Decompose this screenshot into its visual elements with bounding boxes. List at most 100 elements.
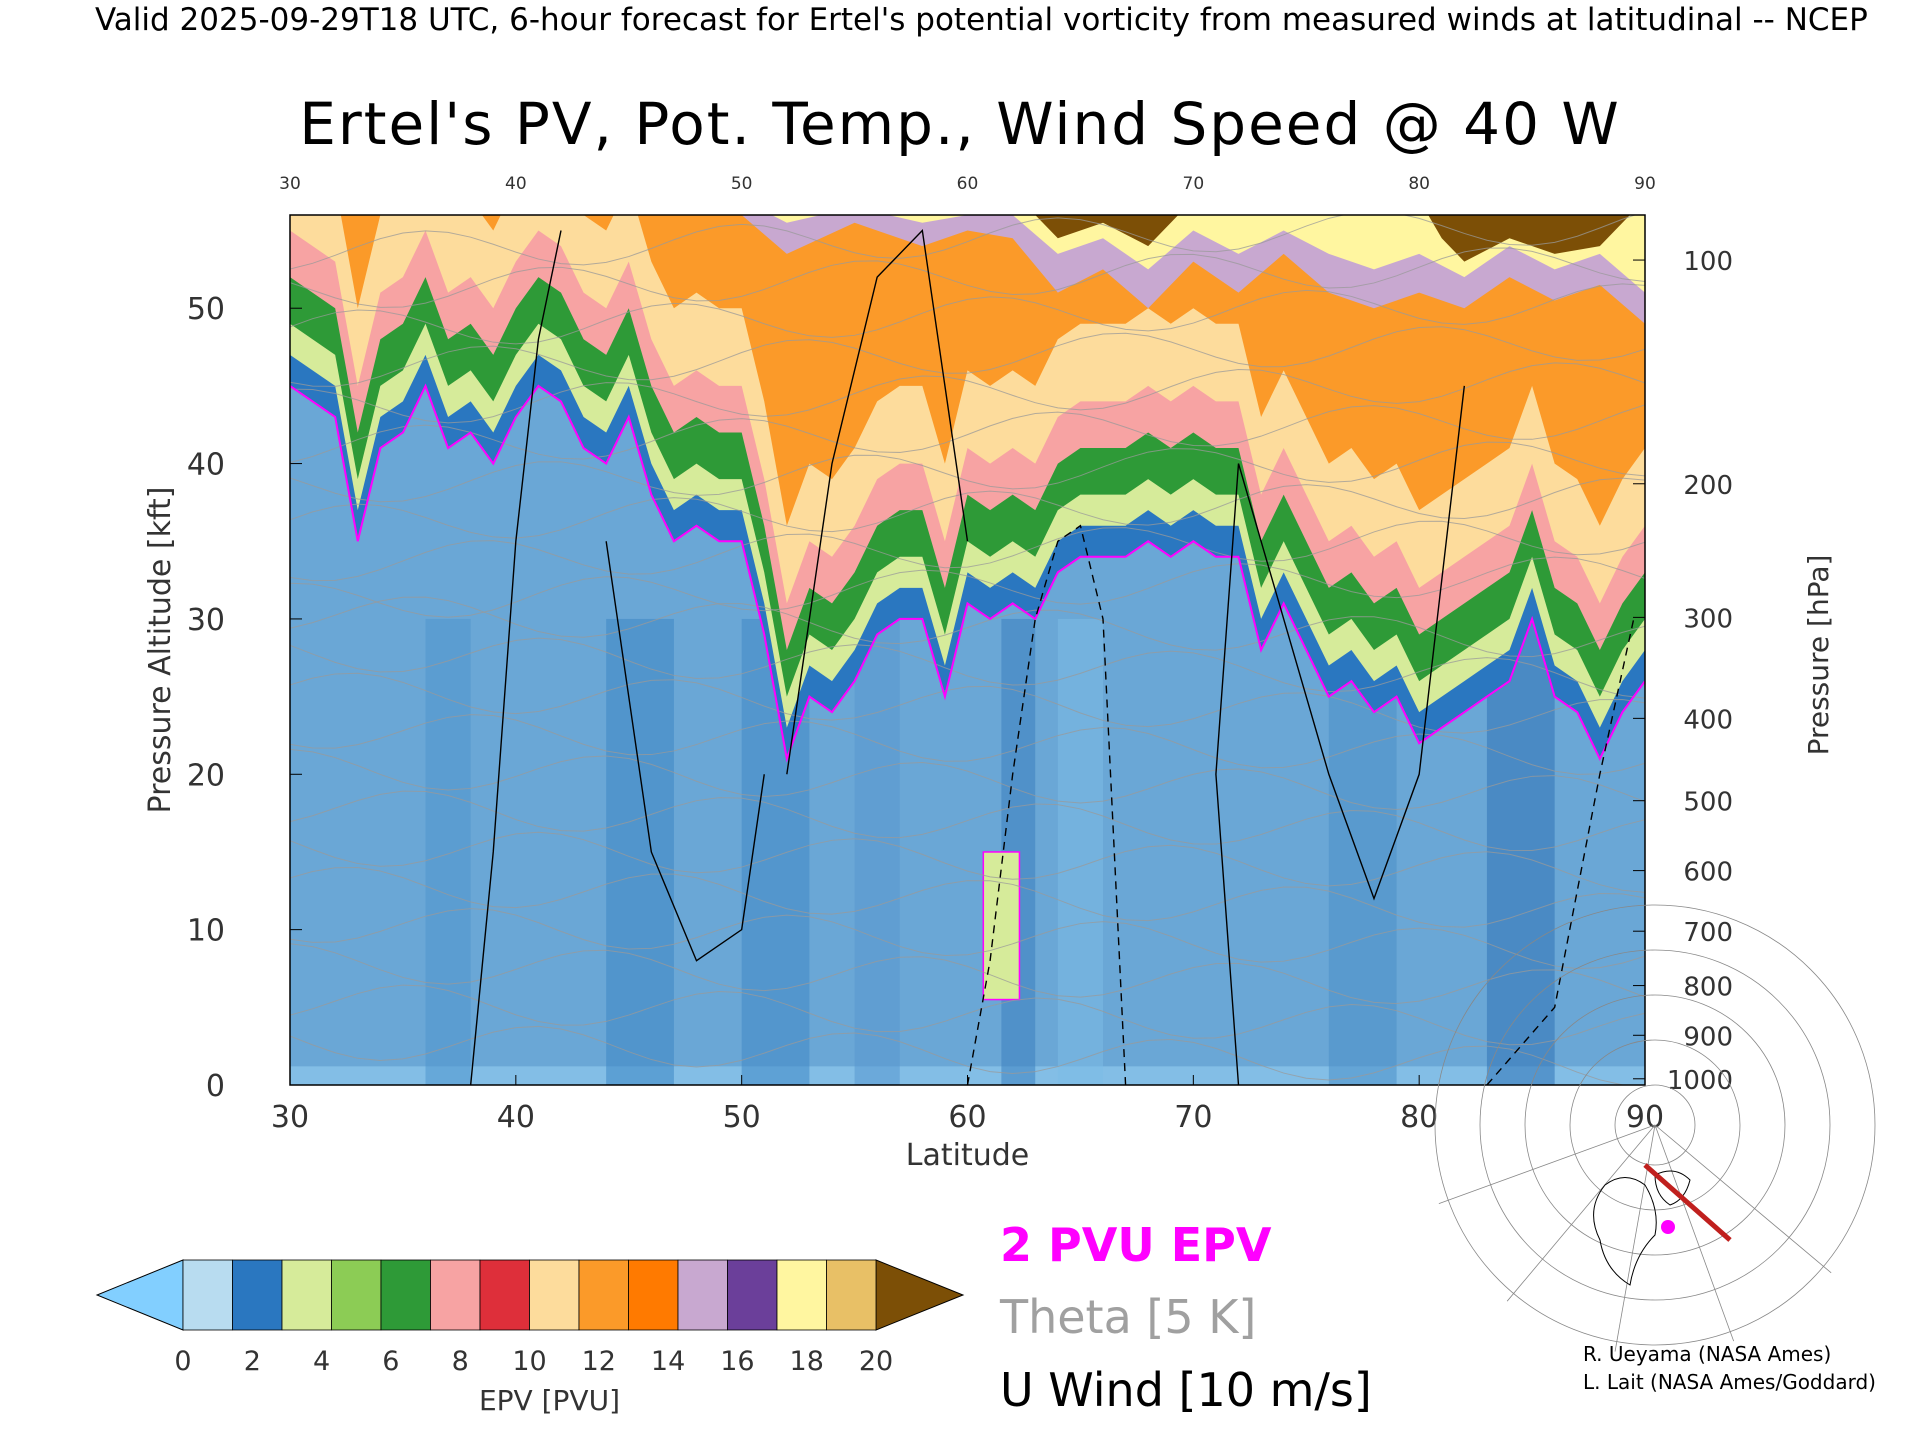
colorbar-tick-label: 8 <box>452 1346 469 1377</box>
colorbar: 0 2 4 6 8 10 12 14 16 18 20 EPV [PVU] <box>95 1259 965 1417</box>
theta-contour <box>290 831 1645 893</box>
colorbar-segment <box>430 1259 481 1331</box>
pv-top-band-18.5 <box>771 215 1645 293</box>
theta-contour <box>290 441 1645 503</box>
inset-latitude-circle <box>1479 949 1831 1301</box>
colorbar-tick-label: 20 <box>859 1346 893 1377</box>
colorbar-tick-label: 12 <box>582 1346 616 1377</box>
theta-contour <box>290 1025 1632 1085</box>
pressure-tick-label: 900 <box>1683 1022 1733 1052</box>
pressure-tick-label: 800 <box>1683 973 1733 1003</box>
x-tick-label: 60 <box>948 1100 986 1135</box>
x-top-tick-label: 30 <box>279 174 301 194</box>
theta-contour <box>290 748 1645 811</box>
colorbar-tick-label: 4 <box>313 1346 330 1377</box>
pressure-tick-label: 1000 <box>1667 1066 1733 1096</box>
secondary-pv-feature <box>982 851 1021 1001</box>
x-tick-label: 70 <box>1174 1100 1212 1135</box>
y-tick-label: 10 <box>187 914 225 949</box>
inset-map <box>1434 904 1876 1352</box>
legend-pv2-label: 2 PVU EPV <box>1000 1218 1272 1272</box>
theta-contour <box>290 984 1645 1046</box>
inset-latitude-circle <box>1614 1084 1696 1166</box>
x-tick-label: 40 <box>497 1100 535 1135</box>
inset-location-marker <box>1661 1220 1675 1234</box>
x-axis-label: Latitude <box>906 1138 1029 1173</box>
colorbar-tick-label: 14 <box>651 1346 685 1377</box>
y-tick-label: 20 <box>187 758 225 793</box>
theta-contour <box>290 362 1645 424</box>
y-tick-label: 30 <box>187 603 225 638</box>
x-tick-label: 30 <box>271 1100 309 1135</box>
contour-overlays <box>290 215 1645 1085</box>
inset-latitude-circle <box>1524 994 1786 1256</box>
axes: 3030404050506060707080809090010203040501… <box>143 174 1835 1173</box>
colorbar-segment <box>628 1259 679 1331</box>
colorbar-under-arrow <box>95 1259 184 1331</box>
y-tick-label: 40 <box>187 448 225 483</box>
legend-theta: Theta [5 K] <box>1000 1290 1256 1344</box>
colorbar-tick-label: 0 <box>174 1346 191 1377</box>
x-tick-label: 80 <box>1400 1100 1438 1135</box>
inset-latitude-circle <box>1434 904 1876 1346</box>
colorbar-segment <box>380 1259 431 1331</box>
theta-contour <box>290 908 1645 970</box>
credit-line-2: L. Lait (NASA Ames/Goddard) <box>1583 1370 1876 1394</box>
x-top-tick-label: 90 <box>1634 174 1656 194</box>
pv-streak <box>1486 618 1555 1085</box>
colorbar-segment <box>826 1259 877 1331</box>
x-top-tick-label: 80 <box>1408 174 1430 194</box>
credit-line-1: R. Ueyama (NASA Ames) <box>1583 1342 1832 1366</box>
colorbar-label: EPV [PVU] <box>479 1384 620 1417</box>
y-axis-label: Pressure Altitude [kft] <box>143 487 178 814</box>
theta-contour <box>290 714 1645 775</box>
colorbar-over-arrow <box>875 1259 965 1331</box>
y-tick-label: 50 <box>187 292 225 327</box>
colorbar-segment <box>677 1259 728 1331</box>
colorbar-segment <box>727 1259 778 1331</box>
theta-contour <box>290 326 1645 387</box>
colorbar-tick-label: 18 <box>790 1346 824 1377</box>
legend-pv2: 2 PVU EPV <box>1000 1218 1271 1272</box>
colorbar-segment <box>232 1259 283 1331</box>
colorbar-tick-label: 16 <box>720 1346 754 1377</box>
x-top-tick-label: 70 <box>1183 174 1205 194</box>
x-tick-label: 90 <box>1626 1100 1664 1135</box>
valid-time-text: Valid 2025-09-29T18 UTC, 6-hour forecast… <box>95 2 1868 38</box>
inset-north-america <box>1593 1177 1657 1286</box>
theta-contour <box>290 790 1645 852</box>
pressure-tick-label: 300 <box>1683 604 1733 634</box>
pv-top-band-21 <box>1035 215 1630 262</box>
inset-meridian <box>1614 1124 1656 1352</box>
colorbar-segment <box>182 1259 233 1331</box>
colorbar-tick-label: 10 <box>512 1346 546 1377</box>
x-top-tick-label: 50 <box>731 174 753 194</box>
theta-contour <box>290 556 1645 618</box>
uwind-zero-contour <box>966 524 1127 1085</box>
uwind-contour <box>605 541 765 962</box>
uwind-contour <box>469 230 562 1085</box>
pv-band-12 <box>340 215 1645 526</box>
theta-contour <box>290 637 1645 699</box>
colorbar-segment <box>479 1259 530 1331</box>
theta-contour <box>290 943 1645 1005</box>
colorbar-tick-label: 2 <box>244 1346 261 1377</box>
inset-meridian <box>1654 1124 1735 1342</box>
inset-map-frame <box>1545 1155 1740 1305</box>
colorbar-segment <box>529 1259 580 1331</box>
pv-streak <box>854 618 900 1085</box>
uwind-contour <box>786 229 969 775</box>
legend-theta-label: Theta [5 K] <box>1000 1290 1257 1344</box>
colorbar-tick-label: 6 <box>382 1346 399 1377</box>
y-axis-right-label: Pressure [hPa] <box>1802 555 1835 756</box>
pv-streak <box>425 618 471 1085</box>
theta-contour <box>290 672 1645 734</box>
inset-meridian <box>1654 1124 1832 1274</box>
inset-meridian <box>1506 1124 1656 1302</box>
uwind-contour <box>1215 385 1466 1085</box>
colorbar-segment <box>776 1259 827 1331</box>
x-tick-label: 50 <box>723 1100 761 1135</box>
pressure-tick-label: 400 <box>1683 705 1733 735</box>
pv-streak <box>1057 618 1103 1085</box>
